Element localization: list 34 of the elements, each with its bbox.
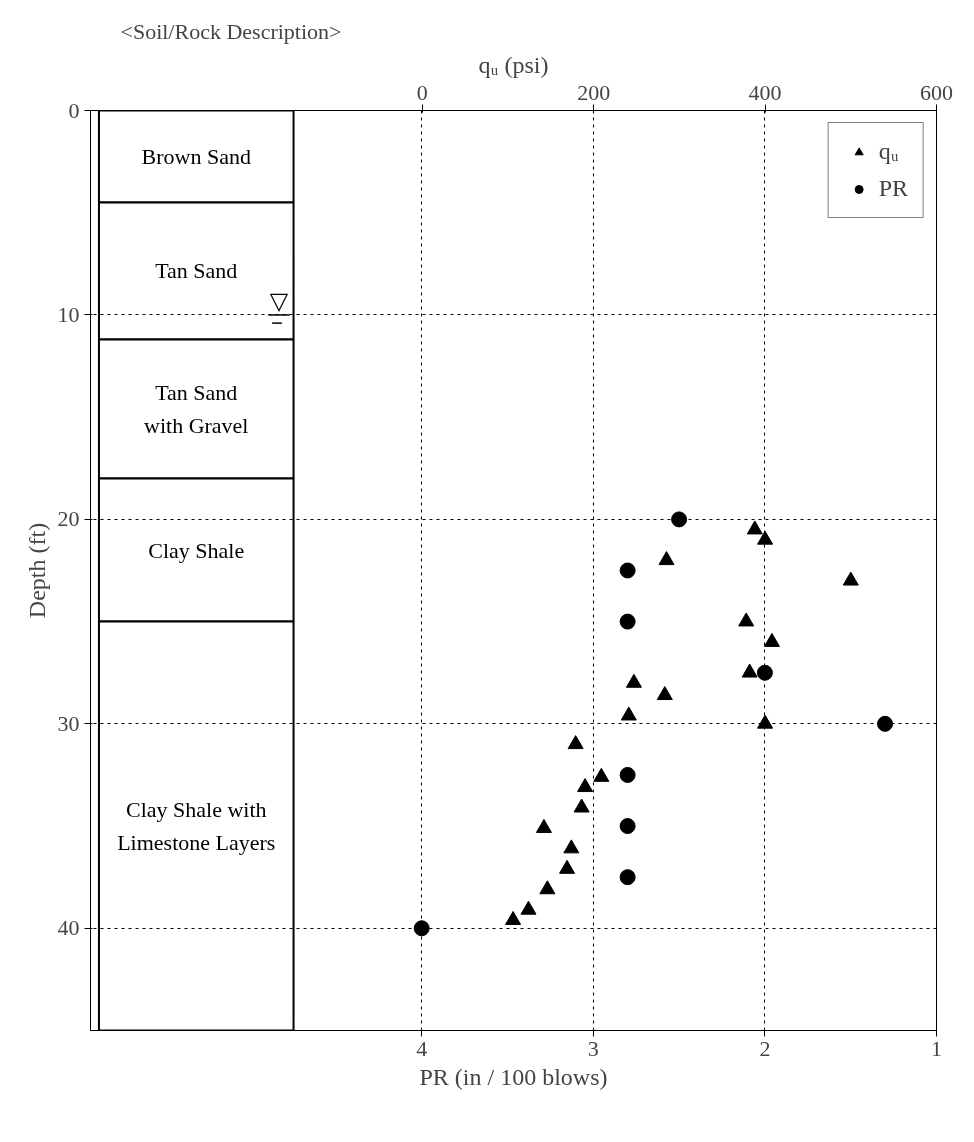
x-tick-label: 3 bbox=[587, 1035, 599, 1061]
x2-tick-label: 400 bbox=[748, 79, 782, 105]
point bbox=[413, 920, 430, 937]
legend-label: PR bbox=[878, 175, 908, 202]
point bbox=[619, 818, 636, 835]
y-tick-label: 40 bbox=[57, 915, 80, 941]
legend-label: qᵤ bbox=[878, 138, 899, 165]
point bbox=[619, 562, 636, 579]
y-tick-label: 20 bbox=[57, 506, 80, 532]
y-axis-title: Depth (ft) bbox=[23, 522, 50, 619]
x2-tick-label: 200 bbox=[577, 79, 611, 105]
ref-line-label: ▽ bbox=[269, 286, 289, 315]
x2-tick-label: 600 bbox=[920, 79, 953, 105]
point bbox=[877, 715, 894, 732]
text: <Soil/Rock Description> bbox=[120, 18, 342, 44]
band-label: Tan Sand bbox=[155, 258, 238, 284]
y-tick-label: 30 bbox=[57, 710, 80, 736]
y-tick-label: 10 bbox=[57, 301, 80, 327]
band-label: Tan Sand with Gravel bbox=[144, 380, 249, 438]
point bbox=[671, 511, 688, 528]
point bbox=[619, 613, 636, 630]
x-tick-label: 4 bbox=[416, 1035, 428, 1061]
band-label: Clay Shale bbox=[148, 537, 245, 563]
point bbox=[619, 766, 636, 783]
x-axis-title: PR (in / 100 blows) bbox=[419, 1063, 608, 1090]
band-label: Brown Sand bbox=[141, 144, 251, 169]
point bbox=[756, 664, 773, 681]
x2-axis-title: qᵤ (psi) bbox=[478, 51, 549, 78]
band-label: Clay Shale with Limestone Layers bbox=[117, 797, 276, 855]
y-tick-label: 0 bbox=[68, 97, 80, 123]
point bbox=[619, 869, 636, 886]
x-tick-label: 1 bbox=[931, 1035, 942, 1061]
x2-tick-label: 0 bbox=[416, 79, 428, 105]
x-tick-label: 2 bbox=[759, 1035, 771, 1061]
